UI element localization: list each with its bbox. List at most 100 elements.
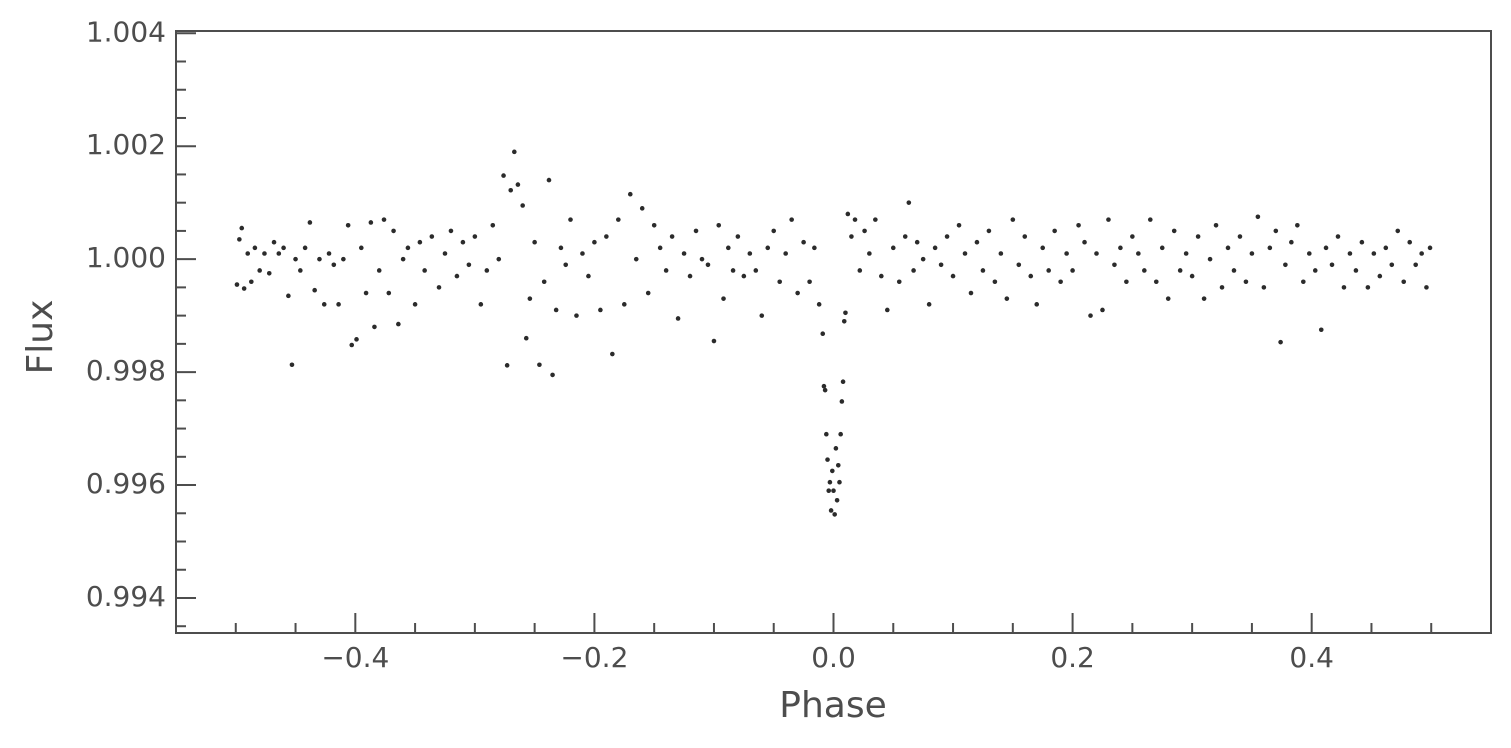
data-point (553, 307, 559, 313)
data-point (331, 262, 337, 268)
data-point (532, 239, 537, 245)
data-point (1094, 251, 1099, 256)
data-point (592, 239, 597, 245)
data-point (523, 335, 529, 341)
data-point (512, 149, 517, 155)
data-point (252, 245, 258, 251)
data-point (405, 245, 411, 251)
data-point (639, 206, 645, 211)
data-point (1427, 245, 1433, 251)
data-point (1407, 239, 1413, 245)
data-point (501, 173, 506, 178)
data-point (1088, 313, 1093, 318)
data-point (932, 245, 938, 251)
data-point (368, 220, 374, 225)
data-point (312, 287, 317, 293)
data-point (962, 251, 968, 256)
data-point (241, 286, 247, 291)
data-point (621, 302, 627, 307)
data-point (1165, 296, 1171, 301)
data-point (1171, 228, 1177, 234)
data-point (726, 245, 731, 251)
data-point (298, 268, 303, 273)
data-point (840, 379, 846, 384)
data-point (616, 217, 621, 222)
data-point (1419, 251, 1424, 256)
data-point (1112, 262, 1117, 268)
data-point (341, 256, 346, 262)
data-point (721, 296, 726, 301)
data-point (1329, 262, 1335, 268)
data-point (1231, 268, 1237, 273)
data-point (839, 399, 845, 404)
data-point (281, 245, 286, 251)
data-point (520, 203, 525, 208)
data-point (1401, 279, 1407, 285)
data-point (873, 217, 878, 222)
data-point (448, 228, 454, 234)
data-point (354, 337, 359, 342)
data-point (890, 245, 896, 251)
data-point (1243, 279, 1249, 285)
data-point (326, 251, 332, 256)
data-point (1147, 217, 1153, 222)
data-point (1189, 273, 1195, 279)
data-point (1177, 268, 1183, 273)
data-point (1424, 285, 1429, 290)
data-point (568, 217, 573, 222)
data-point (1413, 262, 1418, 268)
data-point (938, 262, 944, 268)
data-point (266, 270, 272, 276)
data-point (843, 310, 848, 316)
data-point (1255, 214, 1261, 220)
data-point (821, 383, 827, 389)
data-point (747, 251, 753, 256)
data-point (857, 268, 863, 273)
data-point (1237, 234, 1243, 239)
data-point (580, 251, 585, 256)
data-point (820, 331, 826, 336)
data-point (1106, 217, 1111, 222)
data-point (753, 268, 759, 273)
data-point (257, 268, 262, 273)
data-point (1130, 234, 1135, 239)
data-point (381, 217, 387, 222)
data-point (1082, 239, 1087, 245)
data-point (795, 290, 800, 296)
data-point (391, 228, 396, 234)
data-point (831, 488, 836, 493)
data-point (828, 508, 834, 513)
data-point (1016, 262, 1022, 268)
data-point (1040, 245, 1046, 251)
data-point (412, 302, 418, 307)
data-point (372, 324, 377, 330)
data-point (1267, 245, 1273, 251)
data-point (1383, 245, 1389, 251)
data-point (1249, 251, 1255, 256)
data-point (546, 177, 552, 183)
data-point (345, 222, 351, 228)
data-point (651, 222, 657, 228)
data-point (783, 251, 788, 256)
data-point (429, 234, 435, 239)
data-point (1365, 285, 1371, 290)
data-point (1377, 273, 1383, 279)
data-point (1283, 262, 1288, 268)
data-point (239, 225, 245, 231)
data-point (1389, 262, 1395, 268)
data-point (1046, 268, 1051, 273)
y-tick-label: 1.000 (86, 241, 166, 274)
data-point (442, 251, 448, 256)
data-point (234, 282, 240, 287)
data-point (980, 268, 986, 273)
data-point (956, 222, 962, 228)
data-point (504, 363, 510, 368)
data-point (867, 251, 872, 256)
data-point (598, 307, 603, 313)
data-point (1323, 245, 1329, 251)
data-point (777, 279, 783, 285)
data-point (968, 290, 974, 296)
data-point (879, 273, 884, 279)
data-point (1124, 279, 1129, 285)
data-point (1395, 228, 1401, 234)
